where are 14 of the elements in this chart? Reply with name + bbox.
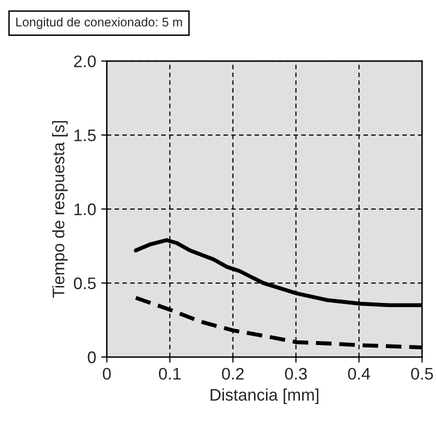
x-tick-label: 0.5 [411,368,433,380]
x-tick-label: 0 [102,368,111,380]
x-tick-label: 0.4 [348,368,370,380]
y-tick-label: 1.5 [74,130,96,142]
y-tick-label: 0 [88,351,96,364]
x-tick-label: 0.3 [285,368,307,380]
y-axis-title: Tiempo de respuesta [s] [52,121,68,298]
y-tick-label: 1.0 [74,203,96,216]
x-tick-label: 0.1 [158,368,181,380]
y-tick-label: 0.5 [74,277,96,290]
x-tick-label: 0.2 [222,368,244,380]
y-tick-label: 2.0 [74,55,96,68]
chart-title: Longitud de conexionado: 5 m [16,17,182,29]
x-axis-title: Distancia [mm] [210,388,318,404]
